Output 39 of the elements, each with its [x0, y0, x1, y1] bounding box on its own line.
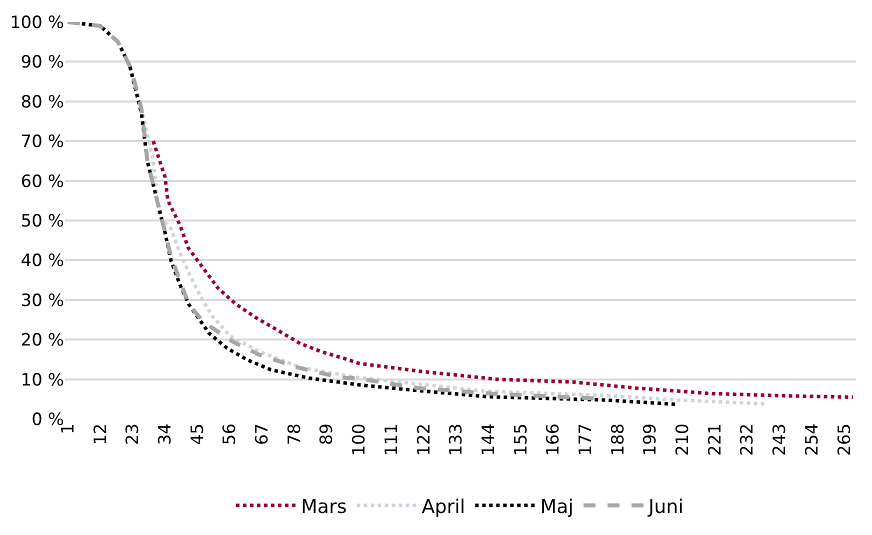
y-tick-label: 60 % — [20, 172, 64, 192]
x-tick-label: 221 — [705, 423, 726, 456]
x-tick-label: 265 — [834, 423, 855, 456]
x-tick-label: 78 — [284, 423, 305, 446]
x-tick-label: 45 — [188, 423, 208, 446]
x-tick-label: 100 — [350, 423, 370, 456]
x-tick-label: 56 — [220, 423, 240, 446]
x-tick-label: 199 — [640, 423, 661, 456]
legend-label: Juni — [648, 496, 684, 518]
y-tick-label: 50 % — [20, 211, 64, 232]
x-tick-label: 177 — [576, 423, 596, 456]
x-tick-label: 210 — [673, 423, 694, 456]
x-tick-label: 67 — [252, 423, 273, 446]
y-tick-label: 10 % — [20, 370, 64, 390]
legend-label: Mars — [301, 496, 347, 518]
x-tick-label: 166 — [544, 423, 564, 456]
y-tick-label: 80 % — [20, 92, 64, 112]
x-tick-label: 155 — [511, 423, 532, 456]
x-tick-label: 111 — [382, 423, 402, 456]
x-tick-label: 23 — [123, 423, 144, 446]
y-tick-label: 100 % — [10, 12, 64, 33]
y-tick-label: 20 % — [20, 330, 64, 351]
x-tick-label: 144 — [478, 423, 499, 456]
y-tick-label: 40 % — [20, 251, 64, 272]
x-tick-label: 232 — [738, 423, 758, 456]
y-tick-label: 70 % — [20, 132, 64, 152]
x-tick-label: 122 — [414, 423, 434, 456]
x-tick-label: 133 — [446, 423, 467, 456]
x-tick-label: 243 — [770, 423, 790, 456]
y-tick-label: 90 % — [20, 52, 64, 73]
x-tick-label: 254 — [802, 423, 822, 456]
x-tick-label: 188 — [608, 423, 628, 456]
x-tick-label: 34 — [156, 423, 176, 446]
y-tick-label: 30 % — [20, 290, 64, 311]
legend-label: April — [422, 496, 466, 518]
legend-label: Maj — [540, 496, 574, 518]
line-series — [151, 139, 855, 399]
x-tick-label: 89 — [317, 423, 338, 446]
x-tick-label: 12 — [90, 423, 111, 446]
